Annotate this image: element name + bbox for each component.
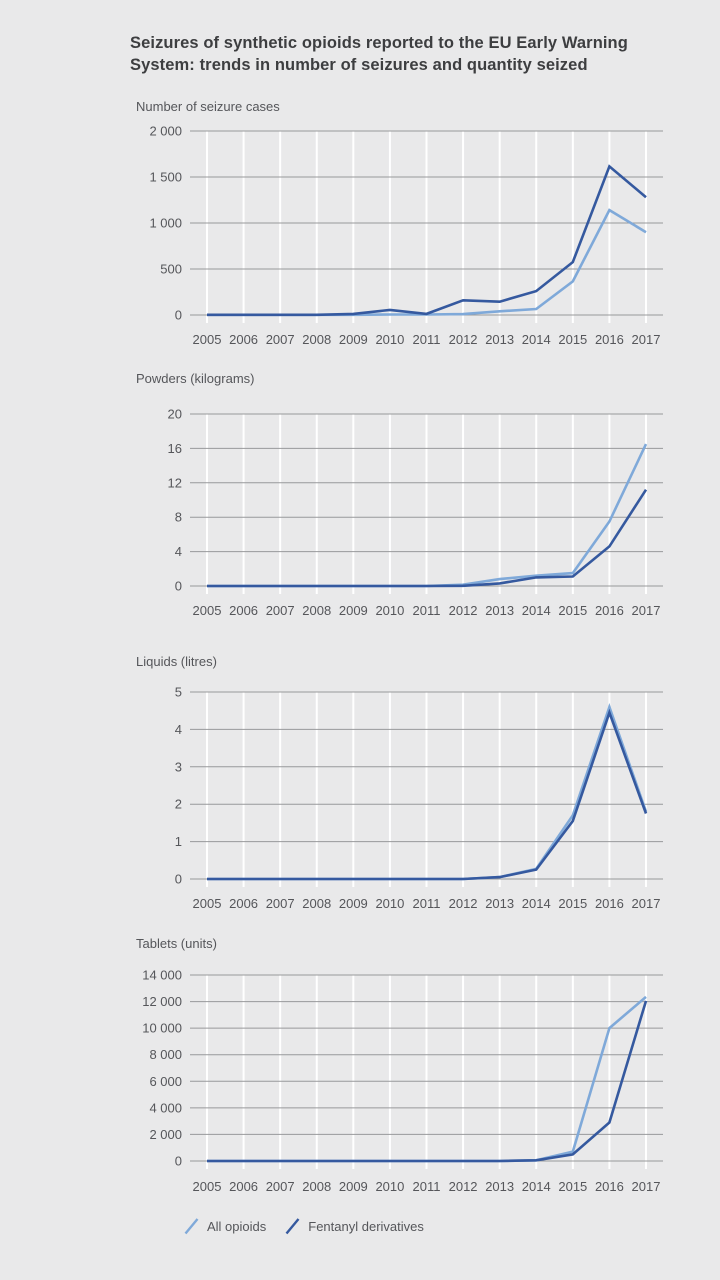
series-line-fentanyl [207,1000,648,1163]
chart-subtitle-liquids: Liquids (litres) [136,654,217,669]
line-swatch-fentanyl-derivatives-icon [285,1218,300,1235]
y-tick-label: 2 000 [149,1127,182,1142]
x-tick-label: 2013 [485,1179,514,1194]
chart-subtitle-powders: Powders (kilograms) [136,371,255,386]
x-tick-label: 2007 [266,1179,295,1194]
x-tick-label: 2010 [375,1179,404,1194]
x-tick-label: 2009 [339,896,368,911]
y-tick-label: 4 000 [149,1100,182,1115]
legend: All opioids Fentanyl derivatives [183,1217,424,1236]
series-line-fentanyl [207,164,647,317]
y-tick-label: 12 [168,475,182,490]
x-tick-label: 2006 [229,1179,258,1194]
y-tick-label: 1 500 [149,170,182,185]
x-tick-label: 2007 [266,332,295,347]
x-tick-label: 2011 [413,1179,441,1194]
x-tick-label: 2006 [229,896,258,911]
x-tick-label: 2006 [229,332,258,347]
legend-item-all-opioids: All opioids [183,1217,266,1236]
y-tick-label: 0 [175,872,182,887]
y-tick-label: 10 000 [142,1021,182,1036]
x-tick-label: 2008 [302,896,331,911]
x-tick-label: 2007 [266,896,295,911]
y-tick-label: 2 [175,797,182,812]
line-swatch-all-opioids-icon [184,1218,199,1235]
x-tick-label: 2012 [449,896,478,911]
x-tick-label: 2005 [193,603,222,618]
x-tick-label: 2008 [302,603,331,618]
x-tick-label: 2014 [522,896,551,911]
x-tick-label: 2005 [193,1179,222,1194]
y-tick-label: 8 000 [149,1047,182,1062]
y-tick-label: 1 000 [149,216,182,231]
y-tick-label: 16 [168,441,182,456]
y-tick-label: 500 [160,262,182,277]
x-tick-label: 2010 [375,603,404,618]
x-tick-label: 2009 [339,603,368,618]
legend-label-fentanyl-derivatives: Fentanyl derivatives [308,1219,424,1234]
y-tick-label: 12 000 [142,994,182,1009]
x-tick-label: 2011 [413,896,441,911]
legend-item-fentanyl-derivatives: Fentanyl derivatives [284,1217,424,1236]
x-tick-label: 2010 [375,896,404,911]
x-tick-label: 2017 [632,332,661,347]
x-tick-label: 2005 [193,896,222,911]
x-tick-label: 2008 [302,332,331,347]
chart-subtitle-tablets: Tablets (units) [136,936,217,951]
x-tick-label: 2013 [485,896,514,911]
x-tick-label: 2015 [558,603,587,618]
x-tick-label: 2007 [266,603,295,618]
x-tick-label: 2017 [632,603,661,618]
x-tick-label: 2014 [522,332,551,347]
x-tick-label: 2016 [595,896,624,911]
x-tick-label: 2016 [595,332,624,347]
x-tick-label: 2017 [632,1179,661,1194]
y-tick-label: 0 [175,579,182,594]
x-tick-label: 2009 [339,1179,368,1194]
y-tick-label: 4 [175,544,182,559]
x-tick-label: 2005 [193,332,222,347]
y-tick-label: 1 [175,834,182,849]
y-tick-label: 3 [175,759,182,774]
series-line-fentanyl [207,488,648,588]
series-line-fentanyl [207,708,648,881]
y-tick-label: 0 [175,308,182,323]
y-tick-label: 0 [175,1154,182,1169]
x-tick-label: 2013 [485,332,514,347]
chart-0: 2 000 1 500 1 000 500 0 2005 2006 2007 2008 2009 2… [149,124,663,347]
x-tick-label: 2012 [449,332,478,347]
y-tick-label: 4 [175,722,182,737]
y-tick-label: 2 000 [149,124,182,139]
chart-subtitle-seizure-cases: Number of seizure cases [136,99,280,114]
x-tick-label: 2015 [558,896,587,911]
x-tick-label: 2014 [522,1179,551,1194]
x-tick-label: 2010 [375,332,404,347]
x-tick-label: 2013 [485,603,514,618]
x-tick-label: 2009 [339,332,368,347]
x-tick-label: 2012 [449,1179,478,1194]
x-tick-label: 2016 [595,1179,624,1194]
y-tick-label: 5 [175,685,182,700]
x-tick-label: 2011 [413,332,441,347]
x-tick-label: 2014 [522,603,551,618]
x-tick-label: 2015 [558,332,587,347]
y-tick-label: 14 000 [142,968,182,983]
x-tick-label: 2006 [229,603,258,618]
y-tick-label: 20 [168,407,182,422]
x-tick-label: 2008 [302,1179,331,1194]
x-tick-label: 2016 [595,603,624,618]
y-tick-label: 8 [175,510,182,525]
y-tick-label: 6 000 [149,1074,182,1089]
x-tick-label: 2012 [449,603,478,618]
x-tick-label: 2015 [558,1179,587,1194]
x-tick-label: 2011 [413,603,441,618]
x-tick-label: 2017 [632,896,661,911]
chart-2: 5 4 3 2 1 0 2005 2006 2007 2008 2009 2010 2011 2012 20… [175,685,663,911]
legend-label-all-opioids: All opioids [207,1219,267,1234]
page-title: Seizures of synthetic opioids reported t… [130,34,628,74]
